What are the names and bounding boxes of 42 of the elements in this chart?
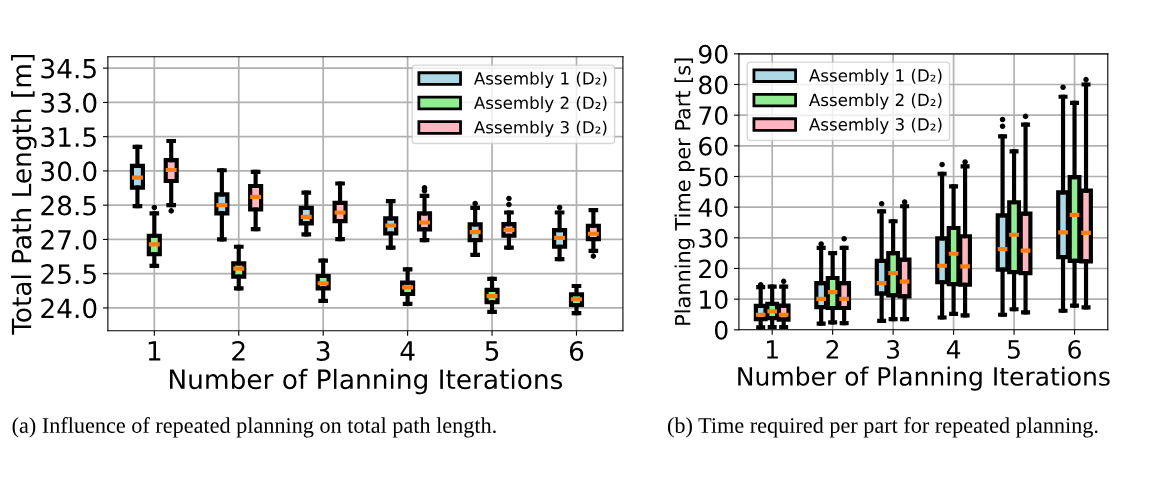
x-tick-label: 1 [148,341,161,361]
y-tick-label: 28.5 [41,195,96,216]
x-tick-label: 6 [1068,339,1081,359]
legend-label: Assembly 2 (D₂) [474,96,607,113]
y-tick-label: 20 [699,259,728,279]
legend-label: Assembly 2 (D₂) [809,93,942,110]
y-tick-label: 31.5 [41,127,96,148]
y-tick-label: 80 [699,75,728,95]
y-tick-label: 30 [699,228,728,248]
x-axis-title: Number of Planning Iterations [170,368,563,395]
x-tick-label: 5 [1008,340,1020,359]
x-tick-label: 4 [946,340,961,359]
legend-label: Assembly 3 (D₂) [474,120,607,137]
x-tick-label: 2 [232,340,245,361]
y-tick-label: 70 [699,106,728,126]
y-tick-label: 90 [698,44,728,64]
x-tick-label: 4 [400,341,415,361]
y-tick-label: 34.5 [41,58,96,79]
y-tick-label: 40 [698,198,728,217]
x-axis-title: Number of Planning Iterations [738,366,1110,391]
y-tick-label: 27.0 [41,229,97,250]
y-tick-label: 25.5 [41,264,96,285]
x-tick-label: 1 [766,340,778,359]
x-tick-label: 3 [887,339,900,359]
y-tick-label: 10 [700,290,728,309]
y-tick-label: 33.0 [41,92,97,113]
x-tick-label: 5 [485,341,499,361]
y-tick-label: 24.0 [41,298,97,319]
y-axis-title: Planning Time per Part [s] [674,58,695,325]
y-tick-label: 0 [714,320,728,340]
x-tick-label: 2 [826,339,839,359]
y-tick-label: 30.0 [41,161,97,182]
text: (a) Influence of repeated planning on total path length. [12,417,496,438]
legend-label: Assembly 1 (D₂) [474,71,607,88]
text: (b) Time required per part for repeated planning. [667,417,1098,438]
x-tick-label: 6 [569,340,584,361]
y-tick-label: 60 [699,136,728,156]
legend-label: Assembly 1 (D₂) [809,68,942,85]
y-axis-title: Total Path Length [m] [11,54,37,335]
y-tick-label: 50 [699,167,728,187]
x-tick-label: 3 [316,340,330,361]
legend-label: Assembly 3 (D₂) [809,117,942,134]
